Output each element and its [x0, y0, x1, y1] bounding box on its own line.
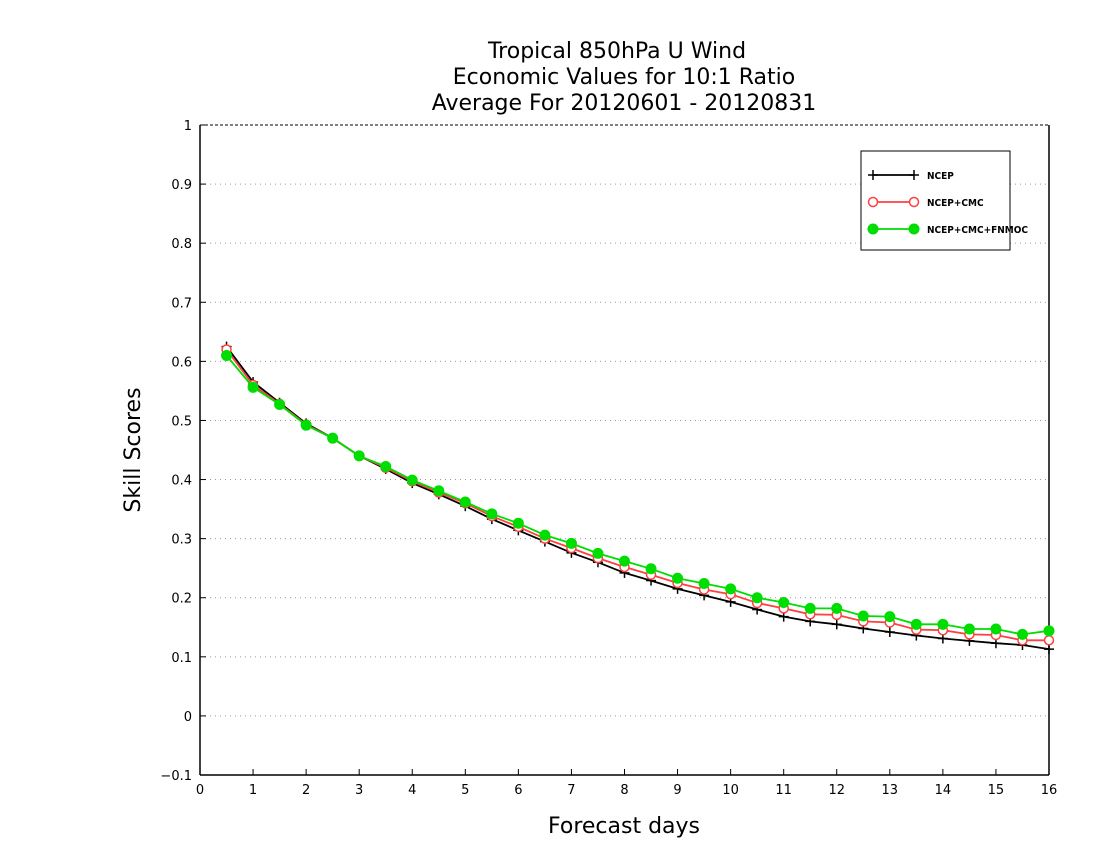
x-tick-label: 11: [775, 783, 792, 798]
legend-item-ncep-cmc: NCEP+CMC: [867, 196, 984, 209]
y-tick-label: 0.1: [171, 651, 192, 666]
data-point-ncep-cmc-fnmoc: [1043, 625, 1055, 637]
series-line-ncep: [225, 346, 1050, 650]
data-point-ncep-cmc-fnmoc: [725, 583, 737, 595]
data-point-ncep-cmc-fnmoc: [778, 596, 790, 608]
series-ncep-cmc: [221, 344, 1055, 646]
data-point-ncep-cmc-fnmoc: [619, 555, 630, 567]
chart-title-line-1: Tropical 850hPa U Wind: [487, 39, 746, 64]
x-tick-label: 2: [302, 783, 310, 798]
legend-marker: [868, 170, 878, 180]
y-tick-label: 0.2: [171, 592, 192, 607]
data-point-ncep-cmc-fnmoc: [459, 496, 471, 508]
x-tick-label: 15: [988, 783, 1005, 798]
data-point-ncep-cmc-fnmoc: [380, 461, 392, 473]
data-point-ncep-cmc-fnmoc: [1016, 628, 1028, 640]
data-series: [221, 341, 1055, 655]
legend-marker: [867, 223, 879, 235]
legend-box: [860, 150, 1011, 251]
chart-title: Tropical 850hPa U Wind Economic Values f…: [432, 39, 817, 116]
data-point-ncep-cmc-fnmoc: [433, 485, 445, 497]
x-tick-label: 5: [461, 783, 469, 798]
series-ncep: [221, 341, 1054, 655]
legend: NCEP NCEP+CMC NCEP+CMC+FNMOC: [860, 150, 1028, 251]
data-point-ncep-cmc-fnmoc: [327, 432, 339, 444]
y-axis-ticks: −0.1 0 0.1 0.2 0.3 0.4 0.5 0.6 0.7 0.8 0.9 1: [160, 119, 206, 784]
x-tick-label: 10: [722, 783, 739, 798]
legend-item-ncep: NCEP: [868, 170, 954, 182]
legend-marker: [908, 223, 920, 235]
x-tick-label: 1: [249, 783, 257, 798]
series-line-ncep-cmc: [225, 348, 1049, 642]
data-point-ncep: [1044, 644, 1054, 655]
data-point-ncep-cmc-fnmoc: [300, 419, 312, 431]
data-point-ncep-cmc-fnmoc: [221, 349, 233, 361]
legend-marker: [909, 170, 919, 180]
y-tick-label: 1: [184, 119, 192, 134]
data-point-ncep-cmc-fnmoc: [592, 547, 604, 559]
x-tick-label: 16: [1041, 783, 1058, 798]
chart-title-line-2: Economic Values for 10:1 Ratio: [453, 65, 795, 90]
data-point-ncep-cmc-fnmoc: [751, 592, 763, 604]
y-tick-label: 0.6: [171, 355, 192, 370]
data-point-ncep-cmc-fnmoc: [990, 623, 1002, 635]
data-point-ncep-cmc-fnmoc: [565, 537, 577, 549]
y-tick-label: 0.7: [171, 296, 192, 311]
data-point-ncep-cmc-fnmoc: [353, 450, 365, 462]
x-tick-label: 4: [408, 783, 416, 798]
data-point-ncep-cmc-fnmoc: [831, 602, 843, 614]
x-tick-label: 13: [882, 783, 899, 798]
data-point-ncep-cmc-fnmoc: [672, 572, 684, 584]
legend-label: NCEP: [927, 171, 954, 182]
data-point-ncep-cmc-fnmoc: [857, 610, 869, 622]
x-tick-label: 0: [196, 783, 204, 798]
x-tick-label: 7: [567, 783, 575, 798]
series-ncep-cmc-fnmoc: [221, 349, 1055, 640]
data-point-ncep-cmc-fnmoc: [937, 618, 949, 630]
data-point-ncep-cmc-fnmoc: [698, 578, 710, 590]
series-line-ncep-cmc-fnmoc: [225, 354, 1050, 636]
data-point-ncep-cmc-fnmoc: [512, 517, 524, 529]
legend-marker: [867, 196, 879, 208]
y-tick-label: −0.1: [160, 769, 192, 784]
data-point-ncep-cmc: [1043, 635, 1055, 646]
data-point-ncep-cmc-fnmoc: [274, 399, 286, 410]
data-point-ncep-cmc-fnmoc: [963, 623, 975, 635]
y-tick-label: 0.4: [171, 474, 192, 489]
legend-item-ncep-cmc-fnmoc: NCEP+CMC+FNMOC: [867, 223, 1028, 236]
data-point-ncep-cmc-fnmoc: [406, 474, 418, 486]
data-point-ncep-cmc-fnmoc: [804, 602, 816, 614]
x-tick-label: 6: [514, 783, 522, 798]
y-axis-label: Skill Scores: [121, 387, 146, 512]
y-tick-label: 0.5: [171, 414, 192, 429]
x-tick-label: 8: [620, 783, 628, 798]
data-point-ncep: [884, 627, 895, 637]
x-tick-label: 9: [673, 783, 681, 798]
data-point-ncep-cmc-fnmoc: [645, 563, 657, 575]
x-tick-label: 14: [935, 783, 952, 798]
y-tick-label: 0.9: [171, 178, 192, 193]
x-tick-label: 3: [355, 783, 363, 798]
data-point-ncep-cmc-fnmoc: [884, 611, 896, 623]
y-tick-label: 0.3: [171, 533, 192, 548]
legend-label: NCEP+CMC+FNMOC: [927, 225, 1028, 236]
data-point-ncep: [831, 619, 842, 630]
x-axis-ticks: 0 1 2 3 4 5 6 7 8 9 10 11 12 13 14 15 16: [196, 769, 1057, 798]
y-tick-label: 0.8: [171, 237, 192, 252]
x-axis-label: Forecast days: [548, 814, 700, 839]
legend-label: NCEP+CMC: [927, 198, 984, 209]
y-tick-label: 0: [184, 710, 192, 725]
x-tick-label: 12: [828, 783, 845, 798]
data-point-ncep-cmc-fnmoc: [486, 508, 498, 520]
data-point-ncep-cmc-fnmoc: [539, 529, 551, 541]
chart-title-line-3: Average For 20120601 - 20120831: [432, 91, 817, 116]
data-point-ncep-cmc-fnmoc: [910, 618, 922, 630]
legend-marker: [908, 196, 920, 208]
data-point-ncep-cmc-fnmoc: [247, 381, 259, 393]
